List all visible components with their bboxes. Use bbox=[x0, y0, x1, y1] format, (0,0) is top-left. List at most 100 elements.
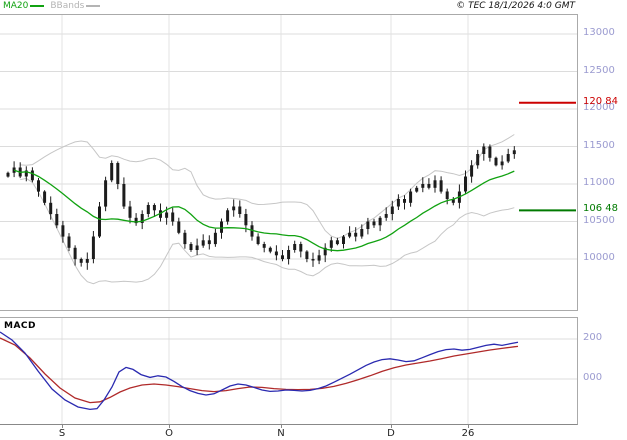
chart-header: MA20 BBands © TEC 18/1/2026 4:0 GMT bbox=[0, 0, 627, 14]
candle-body bbox=[287, 250, 291, 259]
bollinger-upper-band bbox=[20, 134, 515, 239]
candle bbox=[500, 155, 504, 170]
candle-body bbox=[348, 232, 352, 237]
candle bbox=[354, 227, 358, 242]
candle-body bbox=[329, 240, 333, 248]
candle-body bbox=[49, 202, 53, 215]
price-axis-label: 11000 bbox=[583, 177, 615, 188]
time-axis-tick bbox=[62, 425, 63, 428]
candle-body bbox=[488, 146, 492, 158]
candle bbox=[256, 233, 260, 246]
candle bbox=[384, 207, 388, 221]
price-axis-label: 12000 bbox=[583, 102, 615, 113]
candle bbox=[55, 208, 59, 229]
candle-body bbox=[366, 221, 370, 229]
candle-body bbox=[207, 240, 211, 245]
candle bbox=[152, 203, 156, 217]
candle-body bbox=[317, 255, 321, 261]
candle bbox=[366, 217, 370, 235]
candle bbox=[61, 220, 65, 243]
candle-body bbox=[281, 255, 284, 260]
candle-body bbox=[116, 163, 120, 184]
candle bbox=[49, 196, 53, 220]
candle-body bbox=[470, 165, 474, 177]
candle-body bbox=[171, 212, 175, 222]
candle bbox=[177, 217, 181, 235]
candle-body bbox=[384, 214, 388, 218]
candle-body bbox=[494, 157, 498, 166]
candle-body bbox=[146, 205, 150, 214]
candle-body bbox=[464, 176, 467, 192]
price-marker-label-red: 120 84 bbox=[583, 96, 618, 107]
candlesticks bbox=[6, 143, 516, 270]
candle bbox=[140, 210, 144, 230]
candle bbox=[433, 175, 437, 193]
candle-body bbox=[128, 206, 132, 218]
candle bbox=[116, 161, 120, 190]
candle bbox=[427, 178, 431, 190]
candle bbox=[24, 166, 28, 182]
macd-axis-label: 200 bbox=[583, 332, 603, 343]
macd-indicator-label: MACD bbox=[4, 321, 36, 331]
candle-body bbox=[43, 191, 47, 203]
candle-body bbox=[500, 161, 504, 166]
candle bbox=[171, 207, 175, 226]
candle-body bbox=[323, 247, 327, 256]
time-axis: S O N D 26 bbox=[0, 425, 578, 440]
candle bbox=[396, 194, 400, 210]
candle bbox=[268, 246, 272, 254]
candle-body bbox=[67, 236, 71, 248]
legend-item-ma20: MA20 bbox=[3, 1, 45, 11]
candle-body bbox=[274, 251, 278, 256]
macd-gridlines bbox=[0, 338, 577, 380]
time-axis-tick bbox=[391, 425, 392, 428]
candle-body bbox=[421, 184, 425, 188]
candle bbox=[439, 176, 443, 194]
time-axis-label: N bbox=[277, 428, 285, 439]
candle bbox=[317, 249, 321, 265]
candle-body bbox=[134, 217, 138, 224]
candle bbox=[226, 208, 230, 225]
time-axis-tick bbox=[468, 425, 469, 428]
candle-body bbox=[378, 217, 382, 226]
candle bbox=[274, 245, 278, 261]
price-marker-label-green: 106 48 bbox=[583, 203, 618, 214]
candle bbox=[30, 167, 34, 183]
legend-label-ma20: MA20 bbox=[3, 1, 29, 11]
candle bbox=[159, 203, 162, 222]
candle bbox=[85, 252, 89, 270]
macd-signal-line bbox=[0, 337, 519, 404]
candle bbox=[238, 200, 242, 218]
candle-body bbox=[189, 244, 193, 250]
price-axis-label: 10000 bbox=[583, 252, 615, 263]
candle bbox=[281, 250, 284, 262]
candle bbox=[73, 245, 77, 266]
candle-body bbox=[360, 229, 364, 237]
copyright-text: © TEC 18/1/2026 4:0 GMT bbox=[456, 1, 575, 11]
candle bbox=[348, 226, 352, 239]
candle bbox=[201, 234, 205, 248]
candle-body bbox=[220, 221, 223, 233]
macd-axis-label: 000 bbox=[583, 372, 603, 383]
price-axis-label: 13000 bbox=[583, 27, 615, 38]
price-axis-label: 11500 bbox=[583, 140, 615, 151]
candle-body bbox=[256, 236, 260, 244]
candle-body bbox=[232, 206, 236, 211]
chart-legend: MA20 BBands bbox=[3, 1, 106, 11]
candle-body bbox=[183, 232, 187, 245]
candle-body bbox=[201, 240, 205, 246]
candle-body bbox=[226, 210, 230, 222]
candle-body bbox=[409, 191, 413, 203]
candle-body bbox=[403, 199, 406, 203]
ma20-line-swatch bbox=[30, 5, 45, 7]
candle bbox=[262, 241, 266, 253]
candle bbox=[43, 190, 47, 206]
candle bbox=[67, 233, 71, 252]
price-chart-panel bbox=[0, 14, 578, 311]
candle-body bbox=[6, 172, 10, 177]
candle-body bbox=[415, 187, 419, 192]
candle bbox=[512, 146, 516, 159]
candle-body bbox=[482, 146, 486, 154]
price-axis-label: 10500 bbox=[583, 215, 615, 226]
candle-body bbox=[342, 236, 345, 244]
